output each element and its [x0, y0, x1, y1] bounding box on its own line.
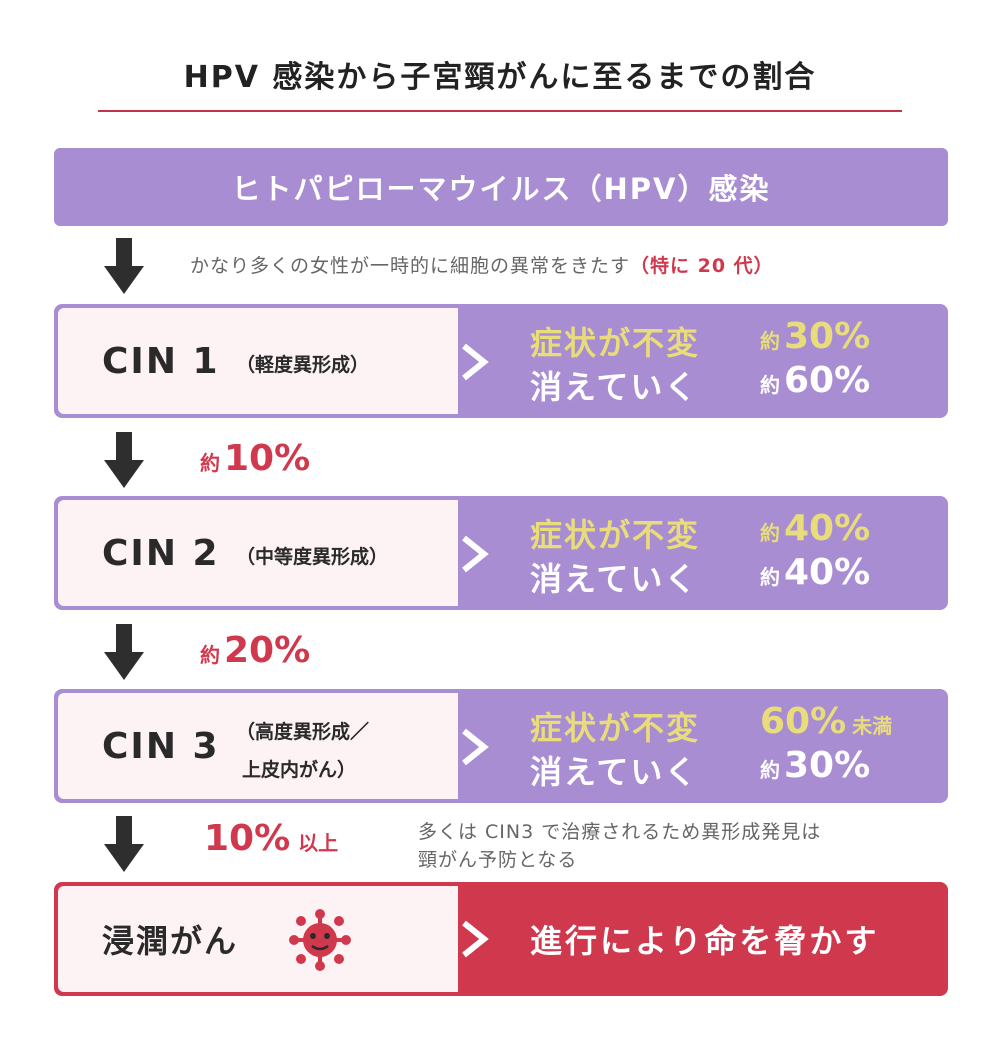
- down-arrow-icon: [104, 238, 144, 294]
- cin1-subtitle: （軽度異形成）: [236, 354, 370, 376]
- cin3-stage: CIN 3 （高度異形成／ 上皮内がん） 症状が不変 消えていく 60% 未満 約…: [54, 689, 948, 803]
- infection-note-text: かなり多くの女性が一時的に細胞の異常をきたす: [190, 255, 631, 277]
- chevron-right-icon: [462, 535, 489, 573]
- chevron-right-icon: [462, 920, 489, 958]
- chevron-right-icon: [462, 343, 489, 381]
- cin3-note-line1: 多くは CIN3 で治療されるため異形成発見は: [418, 821, 822, 843]
- cancer-label-panel: 浸潤がん: [58, 886, 458, 992]
- progression-cin2-to-cin3: 約 20%: [200, 630, 311, 671]
- cin2-regress-value: 約 40%: [760, 552, 871, 593]
- down-arrow-icon: [104, 432, 144, 488]
- infection-note: かなり多くの女性が一時的に細胞の異常をきたす（特に 20 代）: [190, 251, 774, 278]
- cin3-regress-value: 約 30%: [760, 745, 871, 786]
- cin2-subtitle: （中等度異形成）: [236, 546, 389, 568]
- chevron-right-icon: [462, 728, 489, 766]
- cancer-outcome: 進行により命を脅かす: [530, 922, 880, 960]
- cin2-name: CIN 2: [102, 532, 220, 574]
- cin1-name: CIN 1: [102, 340, 220, 382]
- cin2-label-panel: CIN 2 （中等度異形成）: [58, 500, 458, 606]
- cin2-regress-label: 消えていく: [530, 560, 699, 598]
- cin3-label-panel: CIN 3 （高度異形成／ 上皮内がん）: [58, 693, 458, 799]
- down-arrow-icon: [104, 816, 144, 872]
- cin1-label-panel: CIN 1 （軽度異形成）: [58, 308, 458, 414]
- cin1-persist-label: 症状が不変: [530, 324, 701, 362]
- cancer-label: 浸潤がん: [102, 922, 239, 960]
- cin1-regress-label: 消えていく: [530, 368, 699, 406]
- cin3-subtitle-line1: （高度異形成／: [236, 721, 370, 743]
- invasive-cancer-stage: 浸潤がん 進行により命を脅かす: [54, 882, 948, 996]
- cin1-stage: CIN 1 （軽度異形成） 症状が不変 消えていく 約 30% 約 60%: [54, 304, 948, 418]
- cin2-stage: CIN 2 （中等度異形成） 症状が不変 消えていく 約 40% 約 40%: [54, 496, 948, 610]
- hpv-infection-banner: ヒトパピローマウイルス（HPV）感染: [54, 148, 948, 226]
- down-arrow-icon: [104, 624, 144, 680]
- cin1-persist-value: 約 30%: [760, 316, 871, 357]
- page-title: HPV 感染から子宮頸がんに至るまでの割合: [183, 60, 817, 95]
- infection-note-highlight: （特に 20 代）: [630, 255, 774, 277]
- cin3-note-line2: 頸がん予防となる: [418, 849, 578, 871]
- virus-icon: [289, 909, 351, 971]
- progression-cin1-to-cin2: 約 10%: [200, 438, 311, 479]
- progression-cin3-to-cancer: 10% 以上: [204, 818, 339, 859]
- cin3-treatment-note: 多くは CIN3 で治療されるため異形成発見は 頸がん予防となる: [418, 818, 821, 874]
- cin3-persist-value: 60% 未満: [760, 701, 893, 742]
- cin3-persist-label: 症状が不変: [530, 709, 701, 747]
- cin2-persist-value: 約 40%: [760, 508, 871, 549]
- cin3-name: CIN 3: [102, 725, 220, 767]
- cin1-regress-value: 約 60%: [760, 360, 871, 401]
- cin3-subtitle-line2: 上皮内がん）: [242, 759, 357, 781]
- title-divider: [98, 110, 902, 112]
- cin2-persist-label: 症状が不変: [530, 516, 701, 554]
- cin3-regress-label: 消えていく: [530, 753, 699, 791]
